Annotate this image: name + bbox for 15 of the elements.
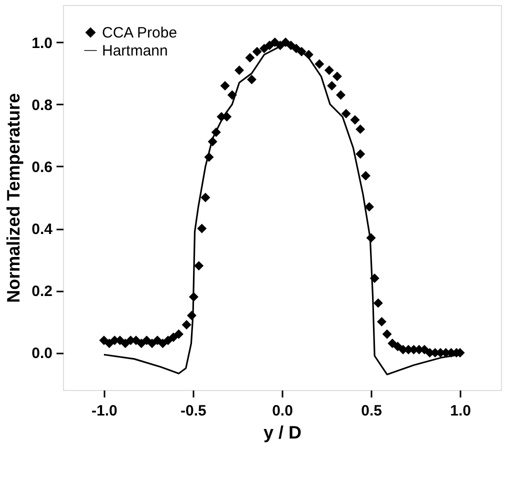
y-tick-label: 0.0 bbox=[32, 345, 52, 362]
x-tick-label: 1.0 bbox=[450, 402, 471, 420]
x-tick-label: 0.5 bbox=[361, 402, 382, 420]
y-tick-label: 0.6 bbox=[32, 158, 52, 176]
x-tick-label: 0.0 bbox=[272, 402, 293, 420]
y-axis-title: Normalized Temperature bbox=[4, 93, 24, 303]
y-tick-label: 0.4 bbox=[32, 221, 54, 238]
x-tick-label: -0.5 bbox=[180, 402, 206, 420]
y-tick-label: 0.2 bbox=[32, 283, 52, 300]
x-tick-label: -1.0 bbox=[92, 402, 118, 420]
y-tick-label: 0.8 bbox=[32, 96, 52, 114]
x-axis-title: y / D bbox=[263, 422, 302, 442]
y-tick-label: 1.0 bbox=[32, 34, 52, 52]
legend-label: CCA Probe bbox=[102, 24, 178, 42]
legend-label: Hartmann bbox=[102, 42, 168, 60]
